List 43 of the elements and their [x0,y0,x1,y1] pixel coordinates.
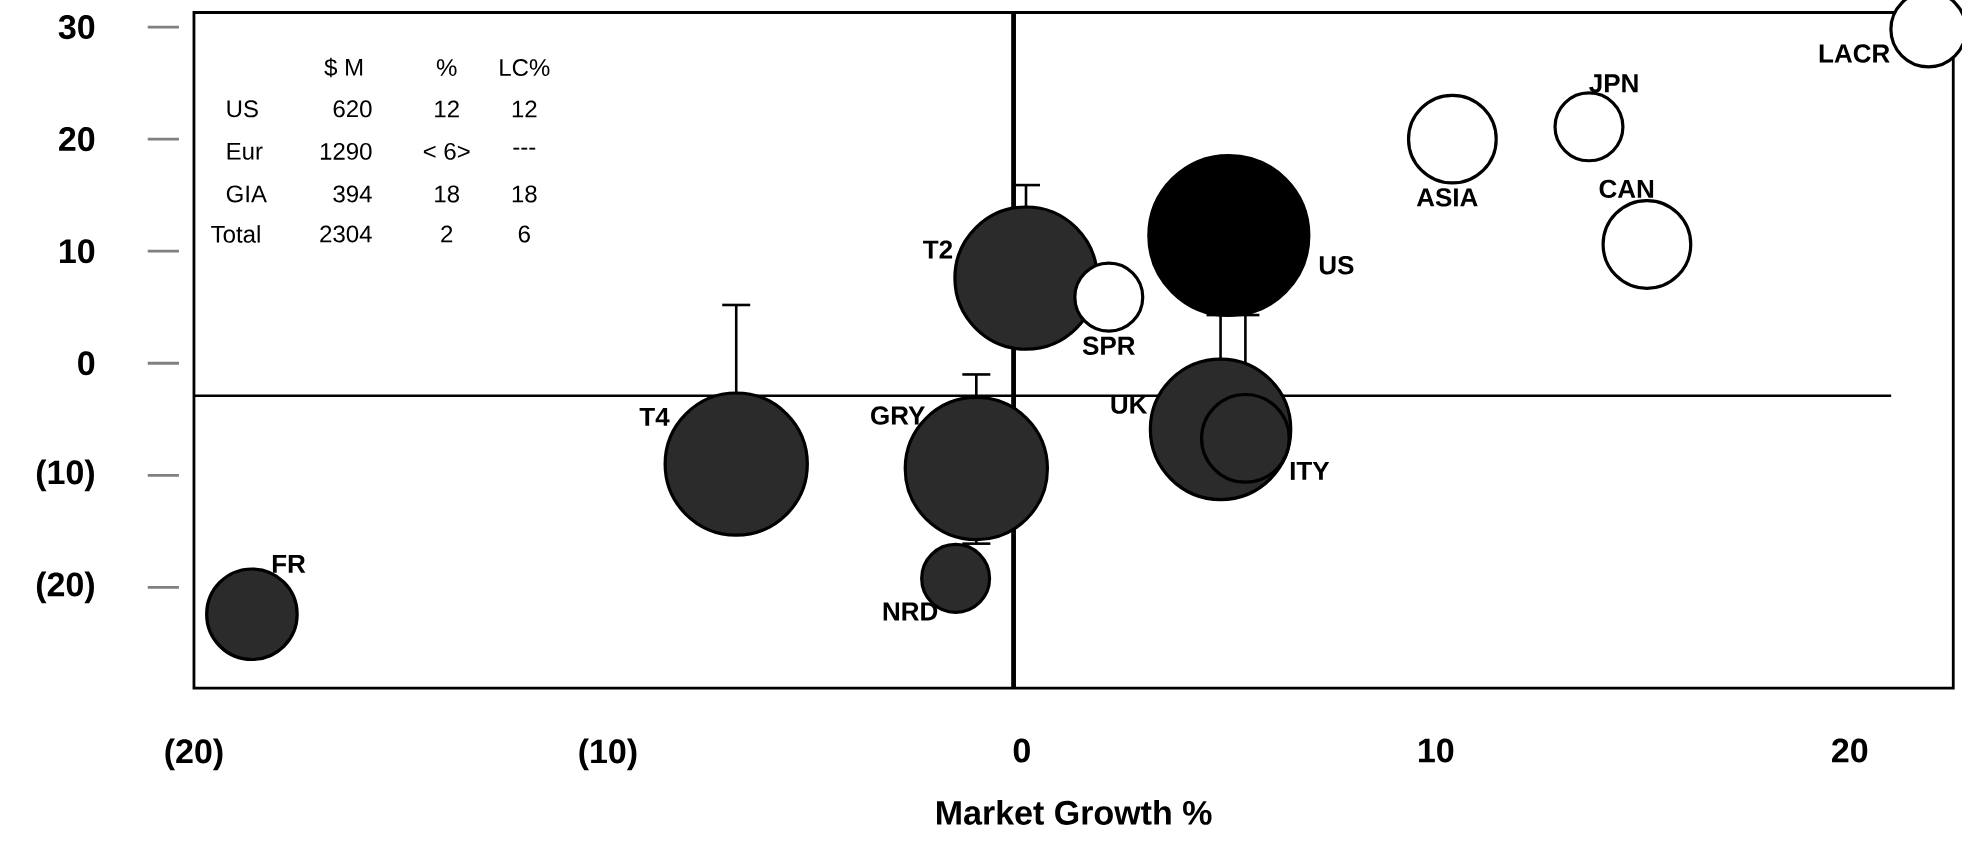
annotation: Total [211,225,260,243]
annotation: Eur [227,143,263,160]
x-tick-label: 20 [1832,738,1868,763]
annotation: < 6> [423,142,470,160]
x-tick-label: 0 [1013,738,1030,763]
annotation: 2 [441,225,453,243]
annotation: US [1319,256,1354,275]
annotation: 394 [333,185,372,203]
annotation: 2304 [320,225,372,243]
annotation: 620 [333,100,372,118]
x-tick-label: (10) [579,738,637,771]
annotation: FR [272,554,306,573]
annotation: CAN [1599,179,1654,199]
x-tick-label: (20) [165,738,223,771]
annotation: LC% [500,59,550,77]
y-tick-label: 0 [78,351,95,376]
annotation: % [436,59,457,77]
annotation: SPR [1082,336,1135,355]
annotation: GIA [226,185,267,203]
annotation: T2 [923,240,953,259]
annotation: 18 [512,185,537,203]
annotation: LACR [1819,44,1890,63]
annotation: T4 [639,408,670,426]
x-axis-title: Market Growth % [937,799,1212,825]
annotation: GRY [871,406,925,425]
annotation: 12 [435,100,459,118]
y-tick-label: 10 [59,239,95,264]
y-tick-label: 20 [59,127,95,152]
y-tick-label: (20) [36,571,94,604]
annotation: $ M [324,57,363,78]
annotation: NRD [883,602,938,621]
annotation: 12 [512,100,537,118]
y-tick-label: 30 [58,15,95,40]
annotation: --- [513,147,536,150]
annotation: US [227,100,258,118]
annotation: 1290 [320,142,372,160]
annotation: ITY [1290,462,1330,480]
x-tick-label: 10 [1419,738,1454,763]
y-tick-label: (10) [36,459,94,492]
annotation: 18 [435,185,460,203]
annotation: JPN [1589,74,1638,93]
annotation: ASIA [1416,188,1478,207]
annotation: 6 [518,225,530,243]
